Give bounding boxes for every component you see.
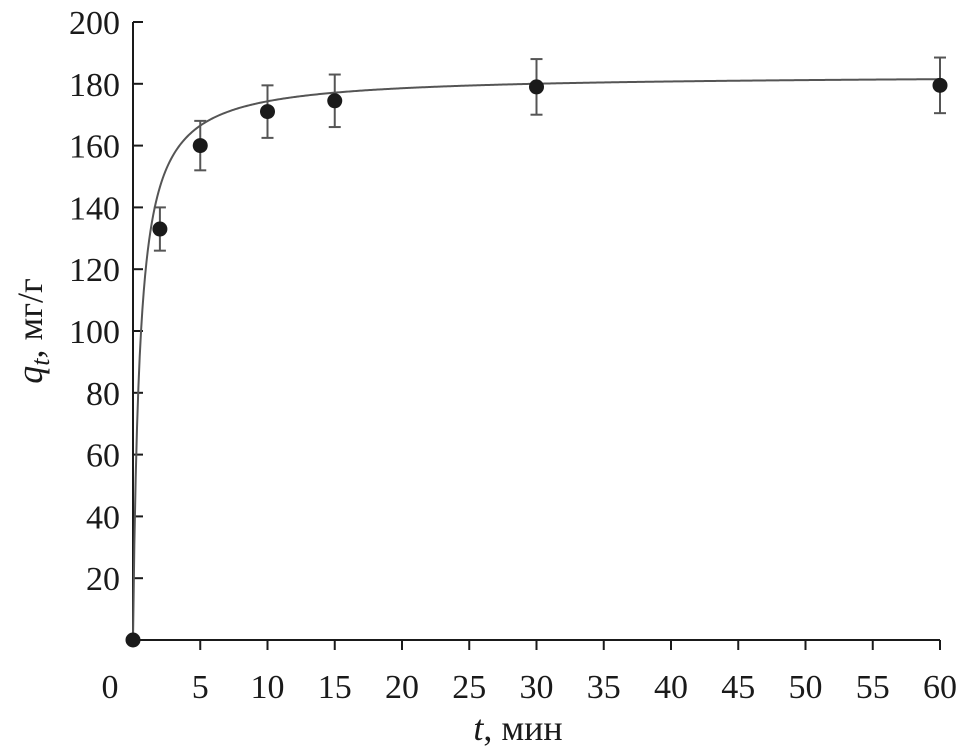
x-tick-label: 55	[856, 669, 890, 706]
x-tick-label: 50	[789, 669, 823, 706]
origin-tick-label: 0	[102, 669, 119, 706]
x-tick-label: 60	[923, 669, 957, 706]
data-point	[260, 104, 275, 120]
x-axis-unit: , мин	[483, 708, 562, 748]
x-axis-variable: t	[473, 708, 484, 748]
x-tick-label: 30	[520, 669, 554, 706]
y-tick-label: 80	[86, 376, 120, 413]
y-tick-label: 20	[86, 561, 120, 598]
y-axis-variable: q	[10, 366, 50, 384]
y-tick-label: 40	[86, 499, 120, 536]
y-tick-label: 160	[69, 129, 120, 166]
y-tick-label: 120	[69, 252, 120, 289]
y-axis-label: qt, мг/г	[10, 278, 55, 384]
x-tick-label: 40	[654, 669, 688, 706]
x-ticks: 5 10 15 20 25 30 35 40 45 50 55 60	[192, 640, 957, 706]
y-axis-subscript: t	[26, 358, 55, 366]
y-tick-label: 140	[69, 190, 120, 227]
data-point	[932, 77, 948, 93]
x-tick-label: 35	[587, 669, 621, 706]
data-point	[192, 138, 208, 154]
x-tick-label: 15	[318, 669, 352, 706]
x-axis-label: t, мин	[473, 708, 562, 748]
data-point	[125, 632, 141, 648]
y-tick-label: 200	[69, 5, 120, 42]
x-tick-label: 20	[385, 669, 419, 706]
x-tick-label: 25	[452, 669, 486, 706]
data-point	[327, 93, 343, 109]
y-axis-unit: , мг/г	[10, 278, 50, 358]
y-ticks: 20 40 60 80 100 120 140 160 180 200	[69, 5, 143, 598]
error-bars	[153, 56, 946, 252]
data-point	[152, 221, 168, 237]
y-tick-label: 100	[69, 314, 120, 351]
y-tick-label: 180	[69, 67, 120, 104]
x-tick-label: 45	[721, 669, 755, 706]
x-tick-label: 10	[251, 669, 285, 706]
x-tick-label: 5	[192, 669, 209, 706]
y-tick-label: 60	[86, 438, 120, 475]
data-points	[125, 77, 948, 648]
fit-curve	[132, 78, 941, 641]
data-point	[529, 79, 544, 95]
